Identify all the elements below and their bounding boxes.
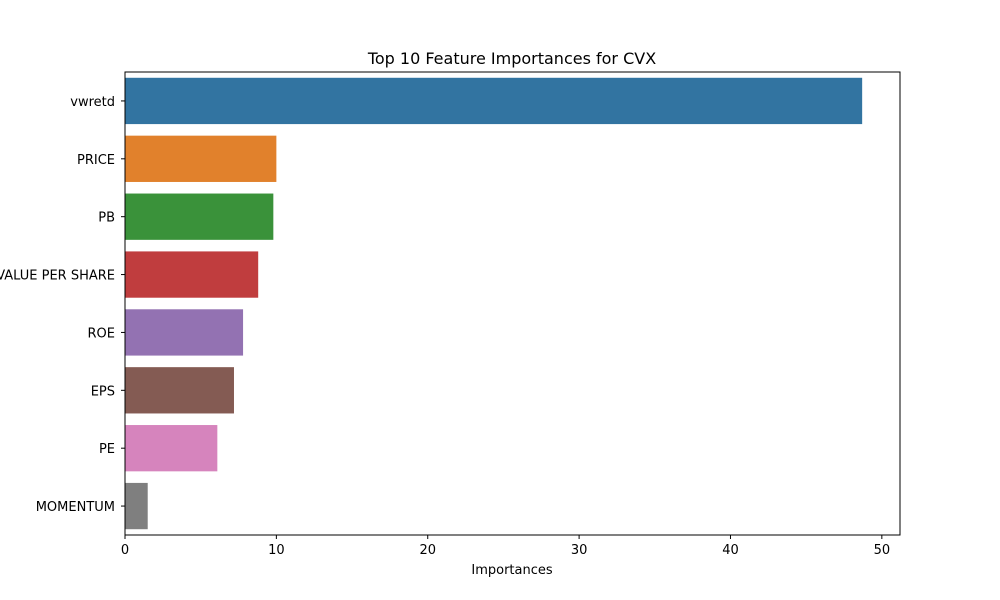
y-tick-label: PE bbox=[99, 442, 115, 457]
x-axis-ticks: 0 10 20 30 40 50 bbox=[121, 535, 890, 558]
y-tick-label: EPS bbox=[91, 384, 115, 399]
chart-title: Top 10 Feature Importances for CVX bbox=[367, 49, 656, 68]
bar-vwretd bbox=[125, 77, 863, 125]
x-tick-label: 0 bbox=[121, 543, 129, 558]
y-tick-label: ROE bbox=[88, 326, 115, 341]
x-tick-label: 20 bbox=[419, 543, 436, 558]
y-tick-label: vwretd bbox=[70, 95, 115, 110]
plot-frame bbox=[124, 71, 901, 536]
bar-pe bbox=[125, 425, 218, 472]
x-tick-label: 50 bbox=[874, 543, 891, 558]
bar-book-value-per-share bbox=[125, 251, 259, 298]
bar-price bbox=[125, 135, 277, 182]
y-tick-label: MOMENTUM bbox=[36, 500, 115, 515]
x-axis-label: Importances bbox=[471, 563, 552, 578]
bar-momentum bbox=[125, 482, 148, 530]
y-tick-label: BOOK VALUE PER SHARE bbox=[0, 269, 115, 284]
bar-eps bbox=[125, 367, 234, 414]
x-tick-label: 30 bbox=[571, 543, 588, 558]
bars-layer bbox=[125, 77, 863, 530]
bar-roe bbox=[125, 309, 244, 356]
y-axis-ticks: vwretd PRICE PB BOOK VALUE PER SHARE ROE EPS P… bbox=[0, 95, 125, 515]
y-tick-label: PB bbox=[98, 211, 115, 226]
y-tick-label: PRICE bbox=[77, 153, 115, 168]
bar-pb bbox=[125, 193, 274, 240]
x-tick-label: 40 bbox=[722, 543, 739, 558]
x-tick-label: 10 bbox=[268, 543, 285, 558]
